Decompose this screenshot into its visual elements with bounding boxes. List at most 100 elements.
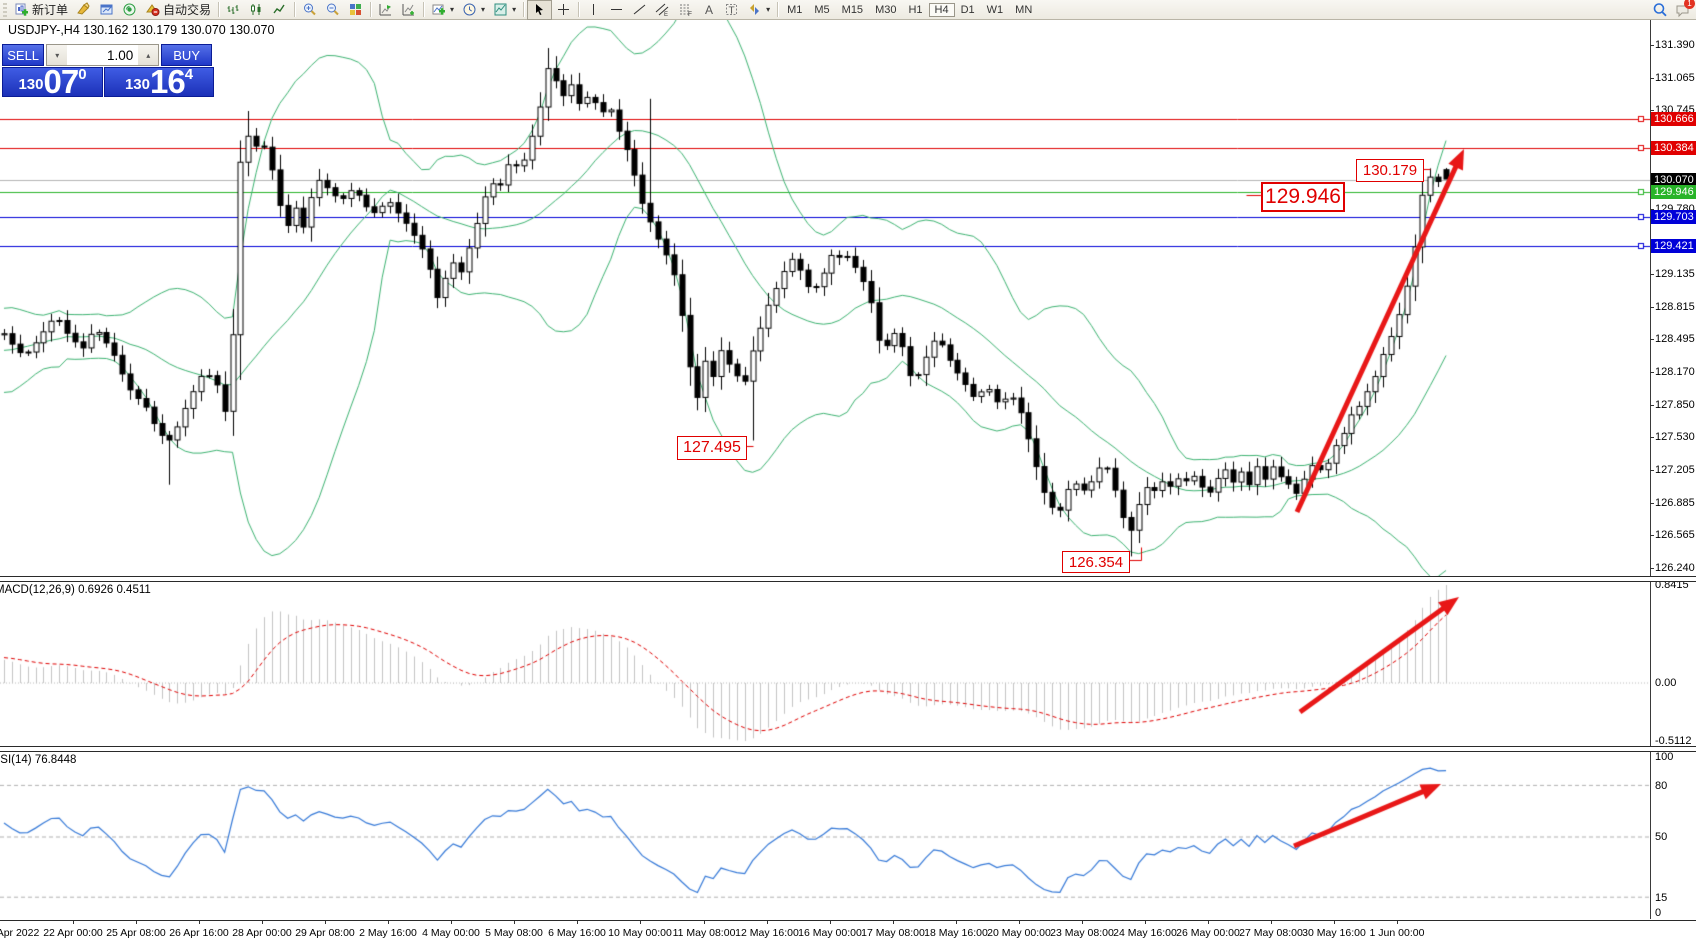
y-axis-tick-label: 127.205 [1655,464,1695,476]
signal-icon [122,2,137,17]
price-level-label[interactable]: 130.666 [1651,112,1696,126]
x-axis-tick-mark [451,921,452,924]
price-level-label[interactable]: 130.070 [1651,173,1696,187]
equidistant-channel-tool[interactable]: E [651,1,674,19]
text-tool-icon: A [701,2,716,17]
main-price-chart-canvas[interactable] [0,20,1650,576]
dropdown-arrow-icon[interactable]: ▾ [450,5,455,14]
y-axis-tick-label: 127.850 [1655,399,1695,411]
toolbar-separator [218,2,220,17]
sell-price-display[interactable]: 130 07 0 [2,65,103,98]
chart-shift-button[interactable] [374,1,397,19]
templates-button[interactable]: ▾ [489,1,520,19]
chart-title: USDJPY-,H4 130.162 130.179 130.070 130.0… [8,23,275,37]
tab-h1[interactable]: H1 [908,3,923,16]
bar-chart-button[interactable] [222,1,245,19]
volume-increase-button[interactable]: ▴ [138,45,159,65]
price-level-label[interactable]: 129.946 [1651,185,1696,199]
new-order-button[interactable]: 新订单 [10,1,72,19]
annotation-price-label[interactable]: 129.946 [1261,182,1345,212]
svg-text:T: T [729,6,735,17]
y-axis-tick-mark [1650,470,1654,471]
zoom-out-button[interactable] [321,1,344,19]
volume-decrease-button[interactable]: ▾ [47,45,68,65]
chart-shift-icon [378,2,393,17]
cursor-tool-button[interactable] [527,0,553,20]
svg-text:A: A [705,3,713,17]
macd-indicator-canvas[interactable] [0,580,1650,746]
buy-button[interactable]: BUY [161,44,212,66]
x-axis-tick-label: 30 May 16:00 [1302,927,1366,939]
notifications-icon[interactable]: 1 [1675,0,1695,17]
dropdown-arrow-icon[interactable]: ▾ [512,5,517,14]
buy-price-display[interactable]: 130 16 4 [104,65,214,98]
x-axis-tick-label: 1 Jun 00:00 [1369,927,1425,939]
text-tool[interactable]: A [697,1,720,19]
sell-button[interactable]: SELL [2,44,45,66]
charts-window-button[interactable] [95,1,118,19]
annotation-price-label[interactable]: 127.495 [677,436,747,460]
trendline-tool[interactable] [628,1,651,19]
y-axis-tick-mark [1650,78,1654,79]
rsi-axis-label: 100 [1655,751,1674,763]
autotrade-button[interactable]: 自动交易 [141,1,215,19]
dropdown-arrow-icon[interactable]: ▾ [766,5,771,14]
new-order-icon [14,2,29,17]
search-icon[interactable] [1652,2,1667,17]
indicators-button[interactable]: ▾ [427,1,458,19]
candlestick-chart-button[interactable] [245,1,268,19]
tab-d1[interactable]: D1 [960,3,975,16]
annotation-price-label[interactable]: 126.354 [1062,551,1130,573]
vertical-line-tool[interactable] [582,1,605,19]
price-axis-column[interactable] [1650,20,1696,919]
new-order-label: 新订单 [32,3,69,17]
notification-badge: 1 [1684,0,1695,9]
fibonacci-tool[interactable]: F [674,1,697,19]
vertical-line-icon [586,2,601,17]
tab-mn[interactable]: MN [1015,3,1033,16]
x-axis-tick-label: 29 Apr 08:00 [295,927,355,939]
price-level-label[interactable]: 129.421 [1651,239,1696,253]
signal-button[interactable] [118,1,141,19]
chart-autoscroll-button[interactable] [397,1,420,19]
tab-h4[interactable]: H4 [928,2,955,17]
x-axis-tick-label: 20 May 00:00 [987,927,1051,939]
y-axis-tick-mark [1650,209,1654,210]
x-axis-tick-label: 26 Apr 16:00 [169,927,229,939]
tab-m15[interactable]: M15 [841,3,864,16]
line-chart-button[interactable] [268,1,291,19]
tab-m5[interactable]: M5 [814,3,830,16]
cleanup-button[interactable] [72,1,95,19]
tab-m1[interactable]: M1 [787,3,803,16]
annotation-price-label[interactable]: 130.179 [1356,159,1424,182]
toolbar-grip[interactable] [3,2,7,17]
horizontal-line-tool[interactable] [605,1,628,19]
one-click-trade-panel: SELL ▾ ▴ BUY 130 07 0 130 16 4 [2,44,214,98]
x-axis-tick-label: 28 Apr 00:00 [232,927,292,939]
rsi-indicator-canvas[interactable] [0,750,1650,919]
shapes-tool[interactable]: ▾ [743,1,774,19]
time-axis[interactable]: Apr 2022 22 Apr 00:00 25 Apr 08:00 26 Apr 1… [0,920,1696,941]
x-axis-tick-label: Apr 2022 [0,927,40,939]
panel-separator[interactable] [0,576,1696,582]
label-tool[interactable]: T [720,1,743,19]
main-toolbar: 新订单 自动交易 [0,0,1696,20]
periods-button[interactable]: ▾ [458,1,489,19]
tab-w1[interactable]: W1 [986,3,1004,16]
candles-chart-icon [249,2,264,17]
price-level-label[interactable]: 130.384 [1651,141,1696,155]
panel-separator[interactable] [0,746,1696,752]
crosshair-tool-button[interactable] [552,1,575,19]
zoom-in-button[interactable] [298,1,321,19]
price-level-label[interactable]: 129.703 [1651,210,1696,224]
tile-windows-button[interactable] [344,1,367,19]
x-axis-tick-label: 2 May 16:00 [359,927,417,939]
volume-input[interactable] [67,45,139,65]
y-axis-tick-label: 128.815 [1655,301,1695,313]
x-axis-tick-label: 24 May 16:00 [1113,927,1177,939]
sell-price-prefix: 130 [18,76,44,93]
broom-icon [76,2,91,17]
x-axis-tick-mark [956,921,957,924]
tab-m30[interactable]: M30 [875,3,897,16]
dropdown-arrow-icon[interactable]: ▾ [481,5,486,14]
